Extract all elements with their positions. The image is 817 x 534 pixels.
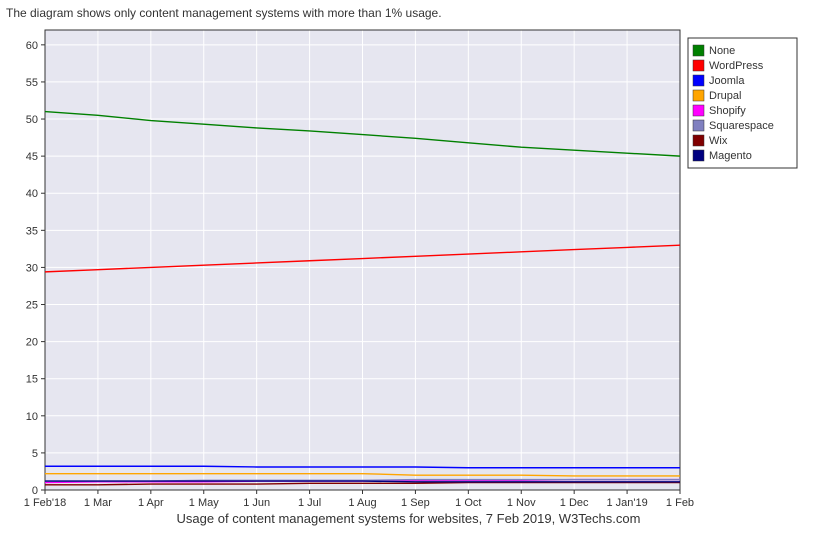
legend-label: Wix	[709, 135, 728, 147]
legend-box	[688, 38, 797, 168]
x-tick-label: 1 Jul	[298, 497, 321, 509]
legend-label: Squarespace	[709, 120, 774, 132]
series-line	[45, 481, 680, 482]
x-tick-label: 1 Apr	[138, 497, 164, 509]
legend-swatch	[693, 120, 704, 131]
legend-label: Shopify	[709, 105, 746, 117]
x-tick-label: 1 Aug	[348, 497, 376, 509]
x-tick-label: 1 Mar	[84, 497, 112, 509]
legend-swatch	[693, 135, 704, 146]
line-chart: 0 5 10 15 20 25 30 35 40 45 50 55 60 1 Feb'18 1 Mar 1 A…	[0, 0, 817, 534]
x-tick-label: 1 Jun	[243, 497, 270, 509]
legend-swatch	[693, 60, 704, 71]
chart-title: The diagram shows only content managemen…	[6, 6, 442, 20]
y-tick-label: 35	[26, 225, 38, 237]
x-tick-label: 1 Feb	[666, 497, 694, 509]
y-tick-label: 50	[26, 114, 38, 126]
y-tick-label: 45	[26, 151, 38, 163]
chart-caption: Usage of content management systems for …	[0, 511, 817, 526]
x-tick-label: 1 Sep	[401, 497, 430, 509]
x-tick-label: 1 Nov	[507, 497, 536, 509]
legend-swatch	[693, 45, 704, 56]
legend-swatch	[693, 90, 704, 101]
legend-label: Joomla	[709, 75, 745, 87]
y-tick-label: 0	[32, 485, 38, 497]
y-tick-label: 15	[26, 374, 38, 386]
legend-swatch	[693, 75, 704, 86]
x-tick-label: 1 Jan'19	[606, 497, 647, 509]
legend-label: Drupal	[709, 90, 741, 102]
y-tick-label: 10	[26, 411, 38, 423]
y-tick-label: 5	[32, 448, 38, 460]
x-tick-label: 1 Oct	[455, 497, 481, 509]
y-tick-label: 20	[26, 337, 38, 349]
x-tick-label: 1 May	[189, 497, 219, 509]
y-tick-label: 60	[26, 40, 38, 52]
y-tick-label: 55	[26, 77, 38, 89]
y-tick-label: 40	[26, 188, 38, 200]
y-tick-label: 30	[26, 262, 38, 274]
legend-label: Magento	[709, 150, 752, 162]
legend-label: None	[709, 45, 735, 57]
legend-swatch	[693, 105, 704, 116]
x-tick-label: 1 Dec	[560, 497, 589, 509]
x-tick-label: 1 Feb'18	[24, 497, 66, 509]
y-tick-label: 25	[26, 300, 38, 312]
legend-label: WordPress	[709, 60, 764, 72]
legend-swatch	[693, 150, 704, 161]
